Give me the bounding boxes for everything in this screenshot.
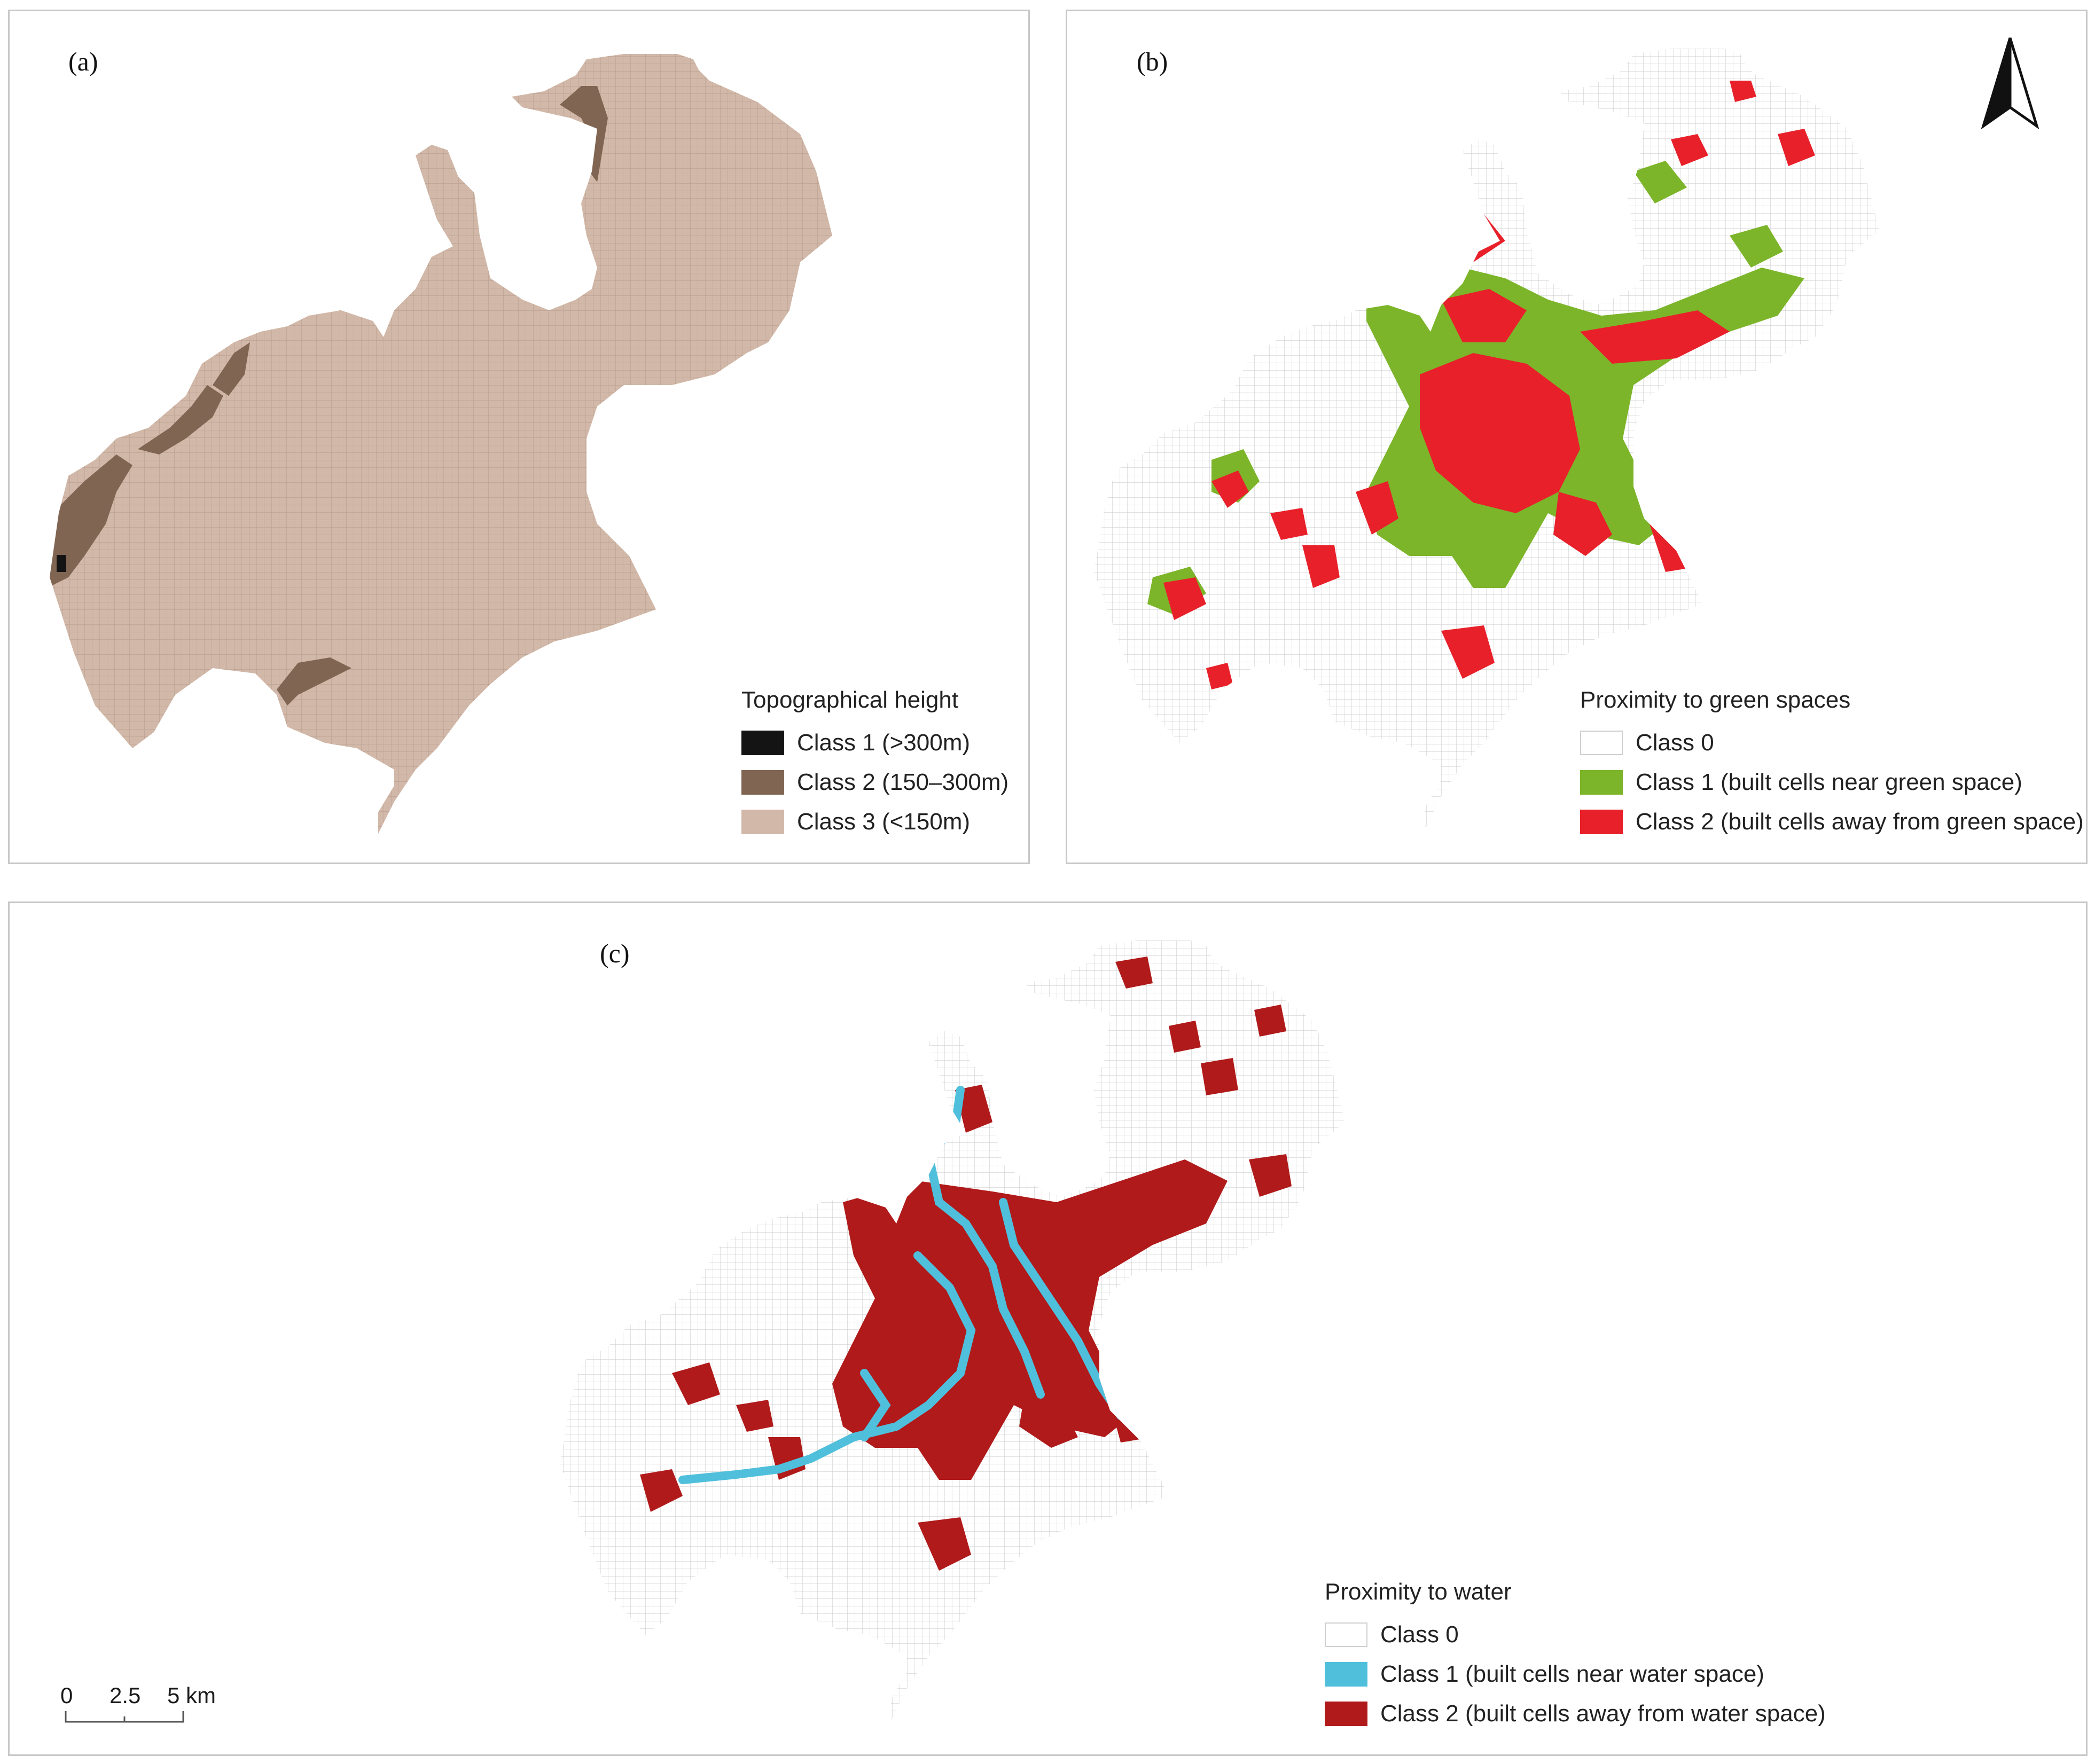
legend-swatch (741, 770, 784, 795)
legend-item-class2: Class 2 (150–300m) (741, 763, 1009, 802)
legend-label: Class 2 (150–300m) (797, 769, 1009, 795)
legend-swatch (1580, 731, 1623, 755)
legend-item-class0: Class 0 (1580, 723, 2084, 763)
topo-class1-area (57, 555, 66, 572)
legend-item-class2: Class 2 (built cells away from water spa… (1325, 1694, 1826, 1734)
legend-green-proximity: Proximity to green spaces Class 0 Class … (1580, 687, 2084, 842)
legend-label: Class 2 (built cells away from water spa… (1380, 1700, 1826, 1727)
legend-item-class3: Class 3 (<150m) (741, 802, 1009, 842)
legend-swatch (741, 810, 784, 834)
panel-label-a: (a) (68, 46, 98, 76)
map-green-proximity (1094, 49, 1879, 828)
panel-proximity-water: (c) Proximity to water Class 0 Class 1 (… (8, 901, 2088, 1756)
panel-label-b: (b) (1137, 46, 1168, 76)
legend-item-class1: Class 1 (built cells near water space) (1325, 1655, 1826, 1694)
legend-label: Class 1 (>300m) (797, 730, 971, 756)
legend-water-proximity: Proximity to water Class 0 Class 1 (buil… (1325, 1579, 1826, 1734)
legend-label: Class 2 (built cells away from green spa… (1636, 809, 2084, 835)
legend-label: Class 1 (built cells near green space) (1636, 769, 2022, 795)
map-water-proximity (560, 940, 1345, 1720)
legend-item-class1: Class 1 (built cells near green space) (1580, 763, 2084, 802)
legend-swatch (1580, 770, 1623, 795)
legend-label: Class 3 (<150m) (797, 809, 971, 835)
legend-item-class0: Class 0 (1325, 1615, 1826, 1655)
map-topography (50, 54, 832, 834)
legend-label: Class 1 (built cells near water space) (1380, 1661, 1764, 1687)
legend-title: Proximity to water (1325, 1579, 1512, 1605)
panel-topographical-height: (a) Topographical height Class 1 (>300m)… (8, 10, 1030, 864)
legend-swatch (1325, 1662, 1367, 1687)
legend-label: Class 0 (1636, 730, 1714, 756)
legend-item-class2: Class 2 (built cells away from green spa… (1580, 802, 2084, 842)
legend-topography: Topographical height Class 1 (>300m) Cla… (741, 687, 1009, 842)
legend-swatch (741, 731, 784, 755)
legend-title: Proximity to green spaces (1580, 687, 1851, 713)
panel-label-c: (c) (600, 938, 630, 968)
legend-item-class1: Class 1 (>300m) (741, 723, 1009, 763)
legend-label: Class 0 (1380, 1621, 1459, 1648)
legend-title: Topographical height (741, 687, 959, 713)
legend-swatch (1325, 1622, 1367, 1647)
panel-proximity-green: (b) Proximity to green spaces Class 0 Cl… (1066, 10, 2088, 864)
scale-tick-2-5: 2.5 (110, 1683, 141, 1708)
scale-tick-5km: 5 km (167, 1683, 216, 1708)
scale-bar: 0 2.5 5 km (60, 1683, 216, 1730)
legend-swatch (1580, 810, 1623, 834)
legend-swatch (1325, 1702, 1367, 1726)
scale-tick-0: 0 (60, 1683, 73, 1708)
scale-bar-line (65, 1711, 184, 1723)
north-arrow-icon (1981, 37, 2039, 130)
